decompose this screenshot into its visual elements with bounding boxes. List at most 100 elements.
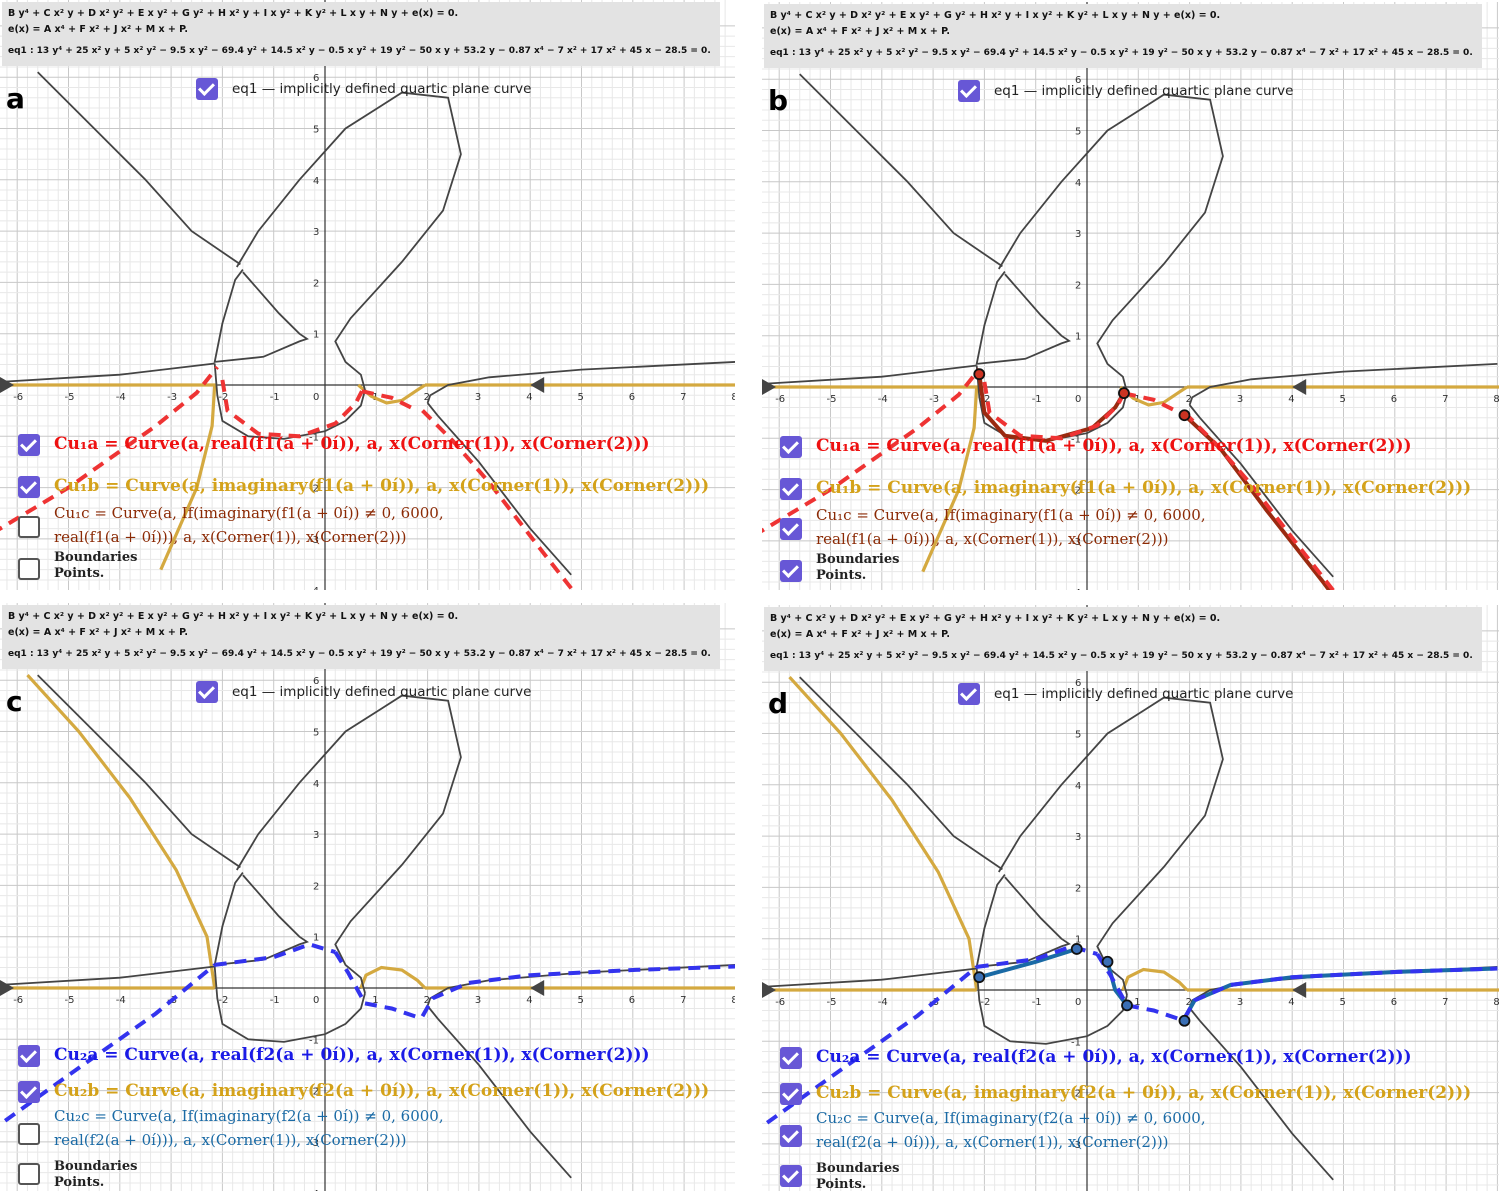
y-tick-label: -3 (309, 535, 319, 546)
x-tick-label: 2 (1186, 394, 1192, 405)
cu1c-checkbox[interactable] (780, 518, 802, 540)
x-tick-label: 6 (629, 392, 635, 403)
panel-label: c (6, 685, 23, 718)
imaginary-part-curve (921, 386, 979, 573)
boundaries-label: Boundaries Points. (54, 1159, 137, 1191)
x-tick-label: 8 (731, 392, 735, 403)
x-tick-label: 6 (1391, 394, 1397, 405)
eq1-checkbox[interactable] (958, 80, 980, 102)
boundaries-checkbox[interactable] (18, 1163, 40, 1185)
arrow-marker (1292, 379, 1307, 395)
eq1-checkbox[interactable] (958, 683, 980, 705)
real-part-curve-restricted (1183, 413, 1332, 590)
real-part-curve (1123, 391, 1181, 415)
cu2a-checkbox[interactable] (18, 1045, 40, 1067)
y-tick-label: -2 (1071, 486, 1081, 497)
cu1c-label-line2: real(f1(a + 0í))), a, x(Corner(1)), x(Co… (816, 530, 1169, 548)
cu1c-label-line1: Cu₁c = Curve(a, If(imaginary(f1(a + 0í))… (54, 504, 444, 522)
x-tick-label: -6 (775, 997, 785, 1008)
cu2c-checkbox[interactable] (780, 1125, 802, 1147)
y-tick-label: 6 (1075, 75, 1081, 86)
quartic-curve-branch (0, 965, 215, 986)
cu1b-checkbox[interactable] (18, 476, 40, 498)
x-tick-label: 6 (1391, 997, 1397, 1008)
cu1c-label-line2: real(f1(a + 0í))), a, x(Corner(1)), x(Co… (54, 528, 407, 546)
x-tick-label: 4 (526, 392, 532, 403)
y-tick-label: -1 (309, 432, 319, 443)
arrow-marker (0, 980, 14, 996)
y-tick-label: 5 (313, 125, 319, 136)
panel-label: d (768, 687, 789, 720)
quartic-curve-branch (975, 968, 1128, 1045)
y-tick-label: -1 (1071, 434, 1081, 445)
x-tick-label: 8 (731, 995, 735, 1006)
x-tick-label: -6 (13, 392, 23, 403)
x-tick-label: 5 (1340, 997, 1346, 1008)
x-tick-label: -2 (980, 997, 990, 1008)
eq1-equation: eq1 : 13 y⁴ + 25 x² y + 5 x² y² − 9.5 x … (770, 48, 1473, 58)
y-tick-label: 3 (1075, 832, 1081, 843)
imaginary-part-curve (788, 676, 979, 991)
boundaries-checkbox[interactable] (780, 1165, 802, 1187)
cu1a-label: Cu₁a = Curve(a, real(f1(a + 0í)), a, x(C… (54, 434, 650, 454)
x-tick-label: -1 (1032, 394, 1042, 405)
y-tick-label: 1 (1075, 332, 1081, 343)
cu2b-checkbox[interactable] (780, 1083, 802, 1105)
real-part-curve-restricted (978, 947, 1078, 980)
x-tick-label: 4 (526, 995, 532, 1006)
cu1b-checkbox[interactable] (780, 478, 802, 500)
eq1-checkbox[interactable] (196, 78, 218, 100)
y-tick-label: 1 (1075, 935, 1081, 946)
cu2c-checkbox[interactable] (18, 1123, 40, 1145)
boundary-point (1121, 999, 1133, 1012)
boundaries-label: Boundaries Points. (54, 550, 137, 582)
quartic-curve-branch (1188, 363, 1498, 406)
cu2b-label: Cu₂b = Curve(a, imaginary(f2(a + 0í)), a… (54, 1081, 710, 1101)
y-tick-label: -2 (309, 484, 319, 495)
eq1-toggle-label: eq1 — implicitly defined quartic plane c… (232, 81, 532, 97)
legend: Cu₁a = Curve(a, real(f1(a + 0í)), a, x(C… (780, 434, 1480, 590)
x-tick-label: 5 (1340, 394, 1346, 405)
x-tick-label: -1 (1032, 997, 1042, 1008)
y-tick-label: 6 (1075, 678, 1081, 689)
quartic-curve-branch (998, 93, 1224, 393)
real-part-curve (976, 944, 1098, 969)
boundaries-label-line2: Points. (54, 1175, 105, 1190)
panel-label: a (6, 82, 25, 115)
cu1c-checkbox[interactable] (18, 516, 40, 538)
cu2b-checkbox[interactable] (18, 1081, 40, 1103)
arrow-marker (1292, 982, 1307, 998)
y-tick-label: 5 (1075, 730, 1081, 741)
x-tick-label: -1 (270, 392, 280, 403)
eq1-toggle-label: eq1 — implicitly defined quartic plane c… (232, 684, 532, 700)
quartic-curve-branch (213, 966, 366, 1043)
cu2a-checkbox[interactable] (780, 1047, 802, 1069)
x-tick-label: 6 (629, 995, 635, 1006)
boundary-point (1101, 955, 1114, 968)
x-tick-label: 4 (1288, 997, 1294, 1008)
real-part-curve (1183, 411, 1336, 590)
eq1-toggle-label: eq1 — implicitly defined quartic plane c… (994, 686, 1294, 702)
boundaries-label-line1: Boundaries (54, 1159, 138, 1174)
equation-header: B y⁴ + C x² y + D x² y² + E x y² + G y² … (2, 2, 720, 66)
boundaries-checkbox[interactable] (18, 558, 40, 580)
x-tick-label: 7 (680, 392, 686, 403)
e-of-x-equation: e(x) = A x⁴ + F x² + J x² + M x + P. (770, 26, 951, 37)
y-tick-label: 2 (313, 278, 319, 289)
eq1-toggle-label: eq1 — implicitly defined quartic plane c… (994, 83, 1294, 99)
real-part-curve (762, 965, 978, 1129)
quartic-curve-branch (236, 91, 462, 391)
x-tick-label: -1 (270, 995, 280, 1006)
general-equation: B y⁴ + C x² y + D x² y² + E x y² + G y² … (8, 8, 459, 19)
x-tick-label: 1 (1134, 997, 1140, 1008)
x-tick-label: -2 (218, 392, 228, 403)
legend: Cu₁a = Curve(a, real(f1(a + 0í)), a, x(C… (18, 432, 718, 590)
arrow-marker (762, 379, 776, 395)
cu1a-checkbox[interactable] (780, 436, 802, 458)
imaginary-part-curve (159, 384, 217, 571)
quartic-curve-branch (37, 71, 241, 266)
cu1a-checkbox[interactable] (18, 434, 40, 456)
boundaries-checkbox[interactable] (780, 560, 802, 582)
eq1-checkbox[interactable] (196, 681, 218, 703)
